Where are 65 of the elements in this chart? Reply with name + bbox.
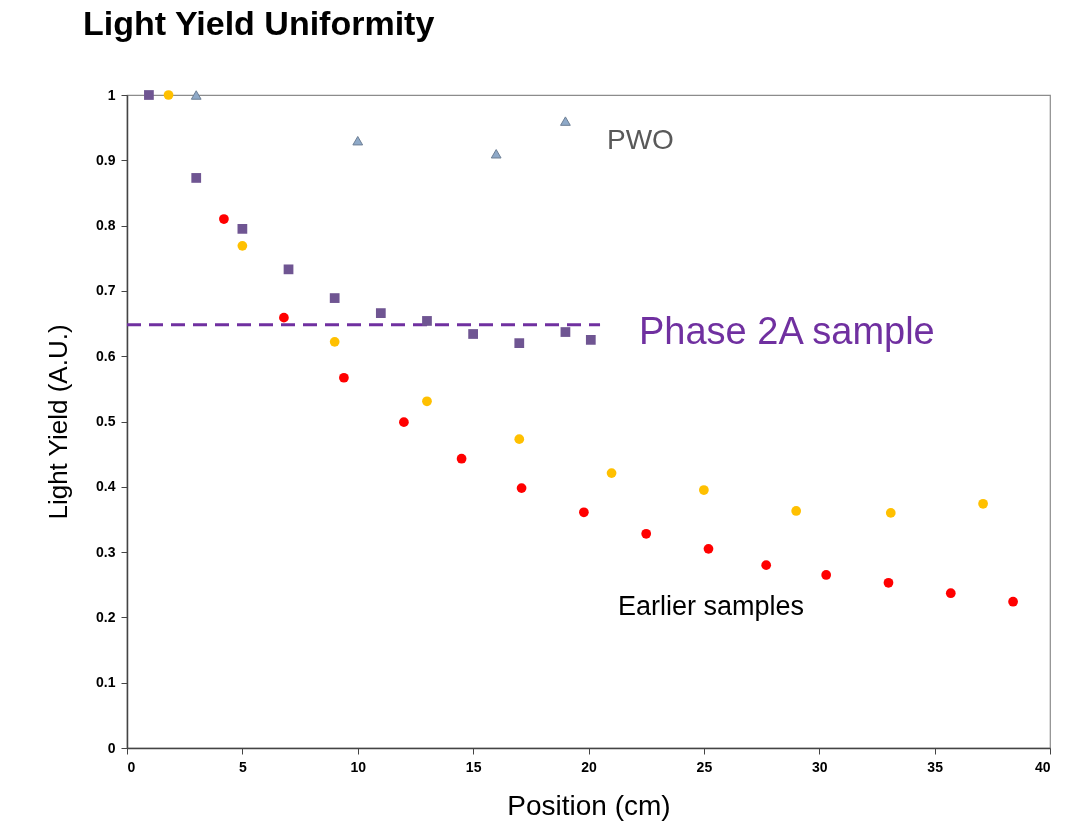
point (339, 372, 349, 383)
point (821, 570, 832, 580)
x-tick-label: 10 (350, 758, 367, 775)
point (516, 483, 527, 493)
point (329, 293, 340, 303)
x-tick-label: 25 (696, 758, 713, 775)
point (279, 312, 289, 323)
y-tick-label: 1 (107, 86, 116, 103)
point (375, 308, 386, 318)
y-tick-label: 0.1 (96, 674, 116, 691)
point (699, 485, 709, 495)
point (791, 506, 802, 516)
y-tick-label: 0.6 (96, 347, 116, 364)
y-tick-label: 0.2 (96, 608, 116, 625)
point (237, 240, 248, 251)
annotation: Earlier samples (618, 591, 805, 621)
x-tick-label: 30 (811, 758, 828, 775)
y-tick-label: 0.7 (96, 282, 116, 299)
point (885, 508, 896, 518)
point (641, 528, 652, 539)
y-axis-title: Light Yield (A.U.) (43, 324, 74, 520)
x-tick-label: 0 (127, 758, 136, 775)
point (978, 498, 988, 509)
point (514, 338, 525, 349)
point (560, 327, 571, 337)
point (190, 90, 202, 100)
chart-title: Light Yield Uniformity (83, 4, 435, 42)
y-tick-label: 0.8 (96, 217, 116, 234)
point (560, 116, 571, 126)
point (352, 135, 364, 146)
point (456, 453, 467, 464)
point (237, 223, 248, 234)
point (422, 316, 432, 326)
x-tick-label: 40 (1034, 758, 1051, 775)
point (191, 173, 202, 183)
point (761, 560, 772, 571)
point (883, 577, 894, 588)
point (219, 214, 229, 224)
point (329, 336, 340, 347)
x-tick-label: 35 (927, 758, 944, 775)
point (283, 264, 294, 275)
point (490, 149, 502, 159)
point (144, 90, 154, 100)
point (163, 90, 174, 100)
point (468, 329, 478, 339)
point (514, 434, 525, 444)
point (1008, 596, 1018, 607)
point (399, 417, 409, 428)
x-tick-label: 5 (238, 758, 247, 775)
point (945, 588, 956, 599)
point (585, 335, 596, 345)
y-tick-label: 0.5 (96, 413, 116, 429)
x-tick-label: 20 (581, 758, 597, 775)
y-tick-label: 0.9 (96, 151, 116, 168)
point (703, 543, 714, 554)
x-tick-label: 15 (465, 758, 482, 775)
x-axis-title: Position (cm) (507, 789, 671, 821)
annotation: PWO (607, 124, 674, 155)
y-tick-label: 0 (107, 739, 116, 756)
y-tick-label: 0.3 (96, 543, 116, 560)
y-tick-label: 0.4 (96, 478, 116, 495)
point (579, 507, 589, 518)
point (606, 468, 617, 478)
point (422, 396, 432, 407)
annotation: Phase 2A sample (639, 310, 935, 352)
